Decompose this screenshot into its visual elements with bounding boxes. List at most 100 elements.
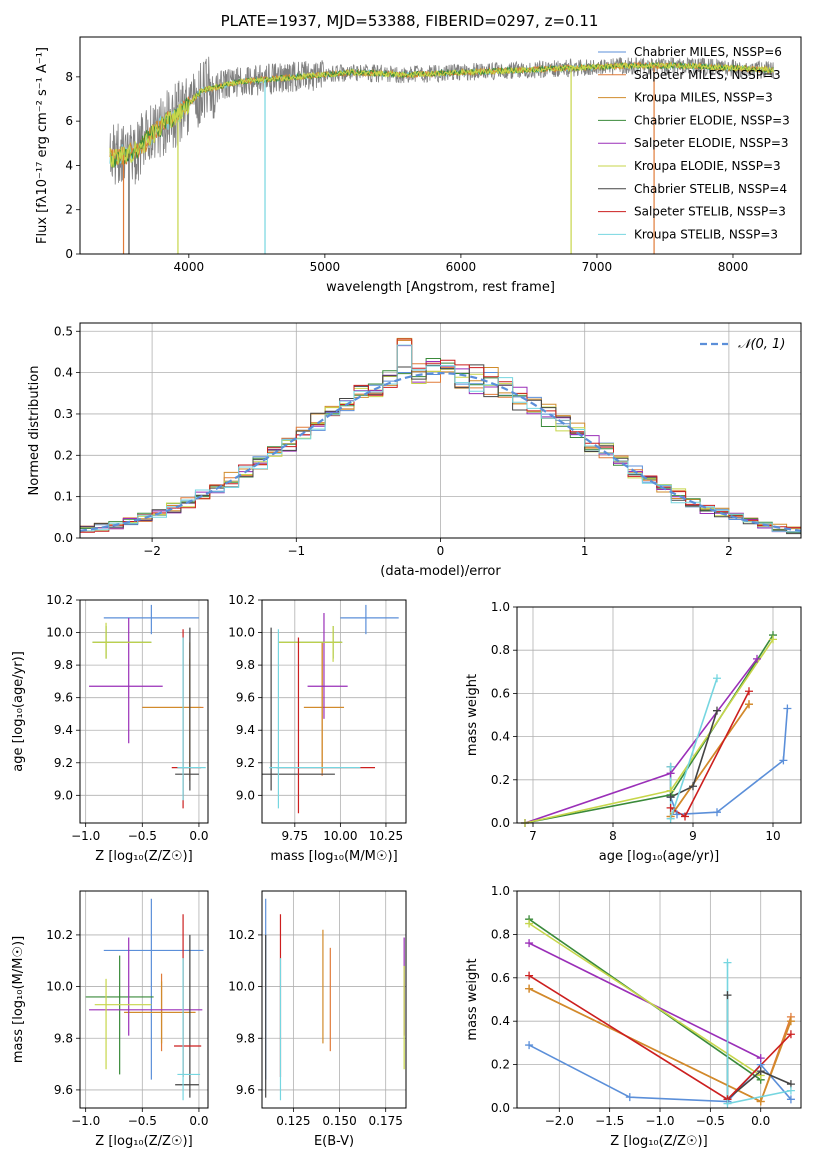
- data-point-kroupa_stelib: [666, 762, 675, 771]
- data-point-salpeter_stelib: [666, 803, 675, 812]
- data-point-salpeter_elodie: [753, 654, 761, 663]
- age_mass-xtick-label: 10.00: [323, 829, 357, 843]
- mw_age-xtick-label: 8: [609, 829, 617, 843]
- mass_z-ytick-label: 9.8: [54, 1031, 73, 1045]
- residuals-ytick-label: 0.4: [54, 366, 73, 380]
- spectrum-ytick-label: 0: [65, 247, 73, 261]
- data-point-chabrier_miles: [713, 808, 721, 817]
- age_z-axes: −1.0 −0.5 0.0 9.0 9.2 9.4 9.6 9.8 10.0 10.2 Z [log…: [11, 593, 208, 864]
- residuals-ytick-label: 0.2: [54, 448, 73, 462]
- mw_z-ytick-label: 0.6: [491, 971, 510, 985]
- residuals-ytick-label: 0.3: [54, 407, 73, 421]
- spectrum-ytick-label: 2: [65, 203, 73, 217]
- data-point-salpeter_elodie: [756, 1054, 765, 1063]
- mass_z-ylabel: mass [log₁₀(M/M☉)]: [11, 936, 26, 1063]
- mass_z-xtick-label: −0.5: [128, 1114, 157, 1128]
- residuals-frame: [79, 322, 802, 539]
- mw_age-ytick-label: 0.2: [491, 773, 510, 787]
- spectrum-xlabel: wavelength [Angstrom, rest frame]: [326, 280, 555, 295]
- legend-entry-chabrier_elodie: Chabrier ELODIE, NSSP=3: [634, 113, 790, 127]
- mw_age-ytick-label: 0.6: [491, 686, 510, 700]
- model-spectrum-kroupa_elodie: [109, 61, 774, 168]
- data-point-kroupa_elodie: [769, 635, 777, 644]
- series-line-kroupa_elodie: [524, 638, 774, 823]
- mw_age-ytick-label: 1.0: [491, 600, 510, 614]
- mw_age-ytick-label: 0.0: [491, 816, 510, 830]
- age_mass-ytick-label: 9.4: [236, 723, 255, 737]
- mass_z-plot-area: [85, 898, 204, 1101]
- residuals-ylabel: Normed distribution: [27, 366, 42, 496]
- spectrum-xtick-label: 7000: [582, 260, 613, 274]
- legend-gaussian-label: 𝒩(0, 1): [738, 337, 785, 352]
- mass_z-xlabel: Z [log₁₀(Z/Z☉)]: [95, 1134, 192, 1149]
- gaussian-reference-curve: [80, 371, 801, 532]
- spectrum-axes: 4000 5000 6000 7000 8000 0 2 4 6 8 wavelength [Ang…: [35, 47, 748, 295]
- mw_z-ytick-label: 0.0: [491, 1101, 510, 1115]
- data-point-chabrier_miles: [525, 1041, 534, 1050]
- spectrum-xtick-label: 8000: [718, 260, 749, 274]
- mw_age-xlabel: age [log₁₀(age/yr)]: [599, 849, 720, 864]
- residuals-xtick-label: 1: [581, 544, 589, 558]
- legend-entry-kroupa_stelib: Kroupa STELIB, NSSP=3: [634, 227, 778, 241]
- mass_ebv-ytick-label: 9.6: [236, 1083, 255, 1097]
- mw_age-frame: [516, 606, 802, 824]
- age_z-ytick-label: 10.0: [46, 626, 73, 640]
- legend-entry-kroupa_miles: Kroupa MILES, NSSP=3: [634, 91, 773, 105]
- age_mass-ytick-label: 10.0: [228, 626, 255, 640]
- spectrum-ytick-label: 4: [65, 158, 73, 172]
- age_z-plot-area: [89, 604, 206, 809]
- mw_age-xtick-label: 10: [765, 829, 780, 843]
- age_z-xtick-label: 0.0: [189, 829, 208, 843]
- age_z-ytick-label: 9.8: [54, 658, 73, 672]
- mw_z-xtick-label: 0.0: [751, 1114, 770, 1128]
- data-point-kroupa_miles: [786, 1017, 795, 1026]
- spectrum-plot-area: [109, 56, 774, 254]
- spectrum-ytick-label: 6: [65, 114, 73, 128]
- age_mass-ytick-label: 9.8: [236, 658, 255, 672]
- data-point-kroupa_elodie: [525, 919, 534, 928]
- mw_z-xlabel: Z [log₁₀(Z/Z☉)]: [610, 1134, 707, 1149]
- residuals-xtick-label: 2: [725, 544, 733, 558]
- spectrum-ylabel: Flux [fλ10⁻¹⁷ erg cm⁻² s⁻¹ A⁻¹]: [35, 47, 50, 244]
- data-point-kroupa_miles: [745, 700, 753, 709]
- mw_z-xtick-label: −0.5: [696, 1114, 725, 1128]
- age_z-ytick-label: 10.2: [46, 593, 73, 607]
- mw_z-xtick-label: −1.0: [645, 1114, 674, 1128]
- data-point-salpeter_stelib: [745, 687, 753, 696]
- data-point-chabrier_miles: [779, 756, 788, 765]
- spectrum-xtick-label: 6000: [446, 260, 477, 274]
- data-point-chabrier_stelib: [666, 793, 675, 802]
- residuals-ytick-label: 0.1: [54, 490, 73, 504]
- series-line-kroupa_miles: [669, 703, 750, 817]
- mw_age-ytick-label: 0.8: [491, 643, 510, 657]
- mw_z-xtick-label: −1.5: [595, 1114, 624, 1128]
- mass_ebv-xtick-label: 0.175: [369, 1114, 403, 1128]
- mass_z-xtick-label: −1.0: [71, 1114, 100, 1128]
- data-point-chabrier_stelib: [756, 1067, 765, 1076]
- observed-spectrum-line: [109, 56, 774, 185]
- age_mass-ytick-label: 9.6: [236, 691, 255, 705]
- age_z-ytick-label: 9.0: [54, 788, 73, 802]
- mw_z-frame: [516, 890, 802, 1109]
- mass_ebv-xtick-label: 0.125: [276, 1114, 310, 1128]
- mass_z-frame: [79, 890, 209, 1109]
- series-line-salpeter_elodie: [528, 942, 762, 1059]
- residuals-plot-area: [80, 337, 801, 535]
- data-point-chabrier_miles: [673, 810, 681, 819]
- age_z-frame: [79, 599, 209, 824]
- age_mass-axes: 9.75 10.00 10.25 9.0 9.2 9.4 9.6 9.8 10.0 10.2 mas…: [228, 593, 406, 864]
- data-point-chabrier_miles: [786, 1095, 795, 1104]
- series-line-salpeter_elodie: [524, 658, 758, 823]
- series-line-kroupa_elodie: [528, 922, 762, 1077]
- residuals-xlabel: (data-model)/error: [380, 564, 501, 579]
- data-point-kroupa_miles: [756, 1097, 765, 1106]
- residuals-xtick-label: 0: [437, 544, 445, 558]
- age_mass-ytick-label: 9.2: [236, 756, 255, 770]
- legend-entry-chabrier_stelib: Chabrier STELIB, NSSP=4: [634, 182, 787, 196]
- mass_ebv-frame: [261, 890, 407, 1109]
- age_mass-xlabel: mass [log₁₀(M/M☉)]: [270, 849, 397, 864]
- mass_ebv-xtick-label: 0.150: [322, 1114, 356, 1128]
- age_z-xlabel: Z [log₁₀(Z/Z☉)]: [95, 849, 192, 864]
- data-point-chabrier_stelib: [713, 706, 721, 715]
